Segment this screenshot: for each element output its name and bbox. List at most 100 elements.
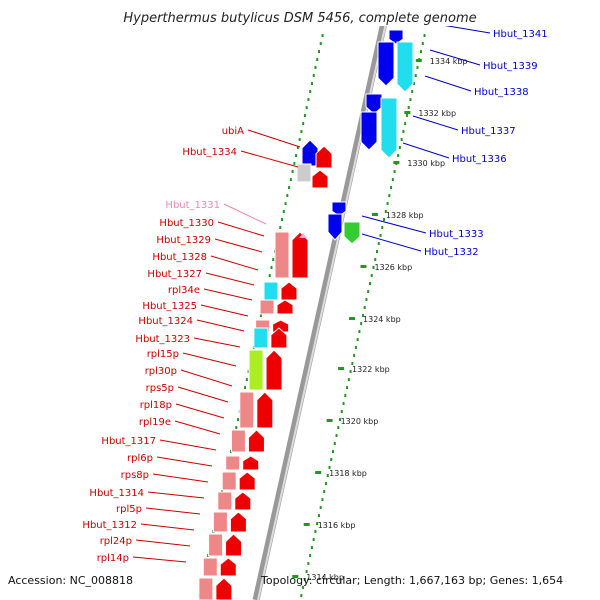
label-hbut_1339[interactable]: Hbut_1339 xyxy=(483,61,538,72)
gene-left-arrow[interactable] xyxy=(215,577,233,600)
label-hbut_1332[interactable]: Hbut_1332 xyxy=(424,247,479,258)
gene-left-box[interactable] xyxy=(263,281,279,301)
gene-left-arrow[interactable] xyxy=(229,511,247,533)
inner-scale-track-dot xyxy=(303,114,306,117)
label-rpl34e[interactable]: rpl34e xyxy=(168,285,200,296)
gene-left-arrow[interactable] xyxy=(265,349,283,391)
gene-hbut-1337[interactable] xyxy=(360,111,378,151)
label-rpl5p[interactable]: rpl5p xyxy=(116,504,142,515)
connector-left xyxy=(193,337,241,348)
label-rpl30p[interactable]: rpl30p xyxy=(145,366,177,377)
label-rpl15p[interactable]: rpl15p xyxy=(147,349,179,360)
label-hbut_1334[interactable]: Hbut_1334 xyxy=(182,147,237,158)
gene-left-box[interactable] xyxy=(239,391,255,429)
gene-left-box[interactable] xyxy=(274,231,290,279)
label-hbut_1328[interactable]: Hbut_1328 xyxy=(152,252,207,263)
gene-hbut-1339[interactable] xyxy=(377,41,395,87)
label-hbut_1341[interactable]: Hbut_1341 xyxy=(493,29,548,40)
label-hbut_1327[interactable]: Hbut_1327 xyxy=(147,269,202,280)
label-hbut_1338[interactable]: Hbut_1338 xyxy=(474,87,529,98)
scale-tick xyxy=(415,59,422,62)
gene-hbut-1336[interactable] xyxy=(380,97,398,159)
label-hbut_1336[interactable]: Hbut_1336 xyxy=(452,154,507,165)
gene-left-arrow[interactable] xyxy=(270,327,288,349)
outer-scale-track-dot xyxy=(332,450,334,453)
gene-left-box[interactable] xyxy=(198,577,214,600)
outer-scale-track-dot xyxy=(372,266,375,269)
outer-scale-track-dot xyxy=(374,258,377,261)
gene-left-arrow[interactable] xyxy=(276,299,294,315)
topology-text: Topology: circular; Length: 1,667,163 bp… xyxy=(261,574,564,587)
connector-left xyxy=(240,150,299,168)
label-hbut_1331[interactable]: Hbut_1331 xyxy=(165,200,220,211)
gene-left-box[interactable] xyxy=(202,557,218,577)
label-ubia[interactable]: ubiA xyxy=(222,126,244,137)
gene-left-box[interactable] xyxy=(217,491,233,511)
gene-hbut-1334-grey[interactable] xyxy=(296,163,312,183)
scale-tick xyxy=(393,161,400,164)
label-rps8p[interactable]: rps8p xyxy=(121,470,149,481)
label-hbut_1317[interactable]: Hbut_1317 xyxy=(101,436,156,447)
scale-tick xyxy=(292,575,299,578)
label-rpl18p[interactable]: rpl18p xyxy=(140,400,172,411)
connector-left xyxy=(217,221,265,237)
outer-scale-track-dot xyxy=(398,146,401,149)
gene-left-box[interactable] xyxy=(221,471,237,491)
gene-left-arrow[interactable] xyxy=(272,319,290,333)
label-hbut_1330[interactable]: Hbut_1330 xyxy=(159,218,214,229)
outer-scale-track-dot xyxy=(363,306,366,309)
gene-left-arrow[interactable] xyxy=(234,491,252,511)
gene-hbut-1331[interactable] xyxy=(299,233,307,238)
gene-left-box[interactable] xyxy=(248,349,264,391)
gene-left-arrow[interactable] xyxy=(256,391,274,429)
label-hbut_1323[interactable]: Hbut_1323 xyxy=(135,334,190,345)
gene-ubia-red[interactable] xyxy=(315,145,333,169)
outer-scale-track-dot xyxy=(376,250,378,253)
gene-left-box[interactable] xyxy=(212,511,228,533)
gene-left-arrow[interactable] xyxy=(238,471,256,491)
gene-ubia[interactable] xyxy=(301,139,319,167)
gene-hbut-1338[interactable] xyxy=(396,41,414,93)
gene-left-arrow[interactable] xyxy=(242,455,260,471)
label-rpl24p[interactable]: rpl24p xyxy=(100,536,132,547)
gene-left-box[interactable] xyxy=(230,429,246,453)
inner-scale-track-dot xyxy=(279,226,282,229)
inner-scale-track-dot xyxy=(286,194,289,197)
label-hbut_1325[interactable]: Hbut_1325 xyxy=(142,301,197,312)
outer-scale-track-dot xyxy=(360,322,363,325)
connector-left xyxy=(214,238,263,253)
gene-left-box[interactable] xyxy=(253,327,269,349)
inner-scale-track-dot xyxy=(309,90,312,93)
gene-hbut-1332[interactable] xyxy=(343,221,361,245)
outer-scale-track-dot xyxy=(361,314,364,317)
gene-hbut-1334[interactable] xyxy=(311,169,329,189)
gene-hbut-1337-a[interactable] xyxy=(365,93,383,115)
label-hbut_1329[interactable]: Hbut_1329 xyxy=(156,235,211,246)
label-rpl19e[interactable]: rpl19e xyxy=(139,417,171,428)
outer-scale-track-dot xyxy=(333,442,336,445)
outer-scale-track-dot xyxy=(330,458,333,461)
outer-scale-track-dot xyxy=(405,114,408,117)
inner-scale-track-dot xyxy=(270,266,273,269)
gene-left-box[interactable] xyxy=(225,455,241,471)
connector-left xyxy=(147,491,205,499)
label-rpl14p[interactable]: rpl14p xyxy=(97,553,129,564)
label-hbut_1337[interactable]: Hbut_1337 xyxy=(461,126,516,137)
gene-left-box[interactable] xyxy=(208,533,224,557)
label-rps5p[interactable]: rps5p xyxy=(146,383,174,394)
gene-hbut-1333[interactable] xyxy=(327,213,343,241)
label-hbut_1333[interactable]: Hbut_1333 xyxy=(429,229,484,240)
label-rpl6p[interactable]: rpl6p xyxy=(127,453,153,464)
gene-left-arrow[interactable] xyxy=(225,533,243,557)
connector-right xyxy=(429,49,481,66)
gene-left-arrow[interactable] xyxy=(219,557,237,577)
label-hbut_1324[interactable]: Hbut_1324 xyxy=(138,316,193,327)
label-hbut_1314[interactable]: Hbut_1314 xyxy=(89,488,144,499)
gene-left-arrow[interactable] xyxy=(247,429,265,453)
gene-left-arrow[interactable] xyxy=(291,231,309,279)
gene-left-box[interactable] xyxy=(259,299,275,315)
gene-left-arrow[interactable] xyxy=(280,281,298,301)
label-hbut_1312[interactable]: Hbut_1312 xyxy=(82,520,137,531)
